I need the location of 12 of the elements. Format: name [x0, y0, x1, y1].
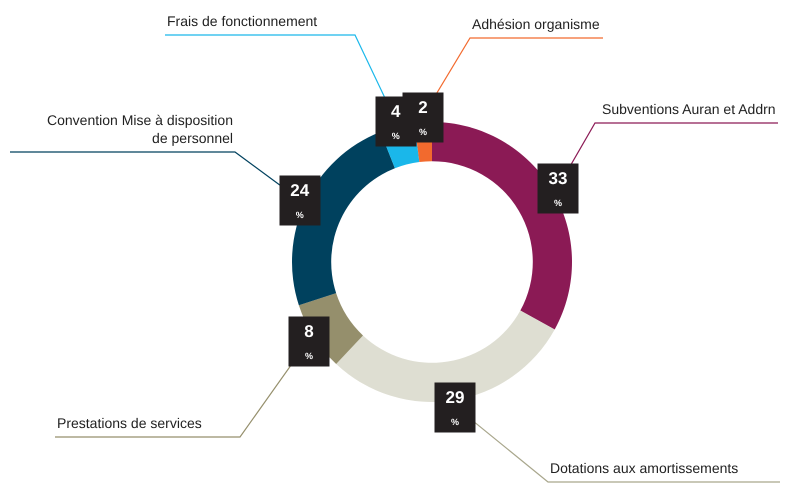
- slice-label: Convention Mise à disposition de personnel: [47, 112, 233, 146]
- data-label: 4 %: [391, 102, 401, 142]
- slice-label: Prestations de services: [57, 415, 202, 431]
- data-label: 29 %: [446, 388, 464, 428]
- slice-label: Frais de fonctionnement: [167, 13, 318, 29]
- slice-label: Subventions Auran et Addrn: [602, 101, 776, 117]
- data-label: 24 %: [290, 181, 310, 220]
- data-label: 2 %: [418, 98, 428, 138]
- slice-label: Adhésion organisme: [472, 16, 600, 32]
- data-label: 8 %: [304, 322, 314, 362]
- slice-label: Dotations aux amortissements: [550, 460, 738, 476]
- data-label: 33 %: [548, 169, 568, 208]
